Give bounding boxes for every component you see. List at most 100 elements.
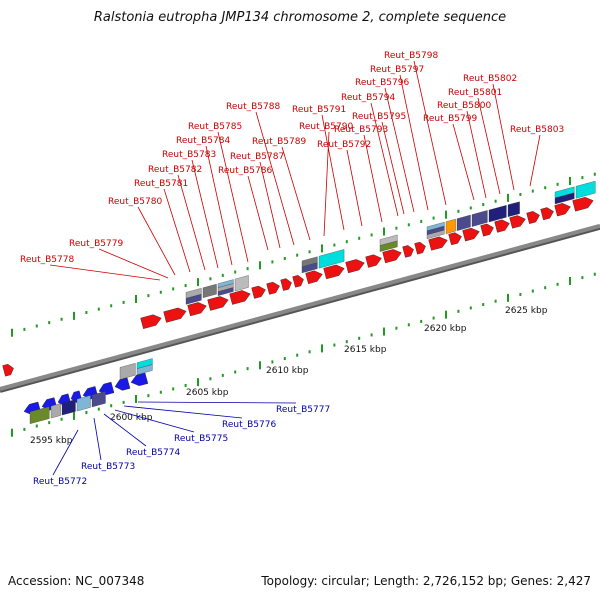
forward-gene-label: Reut_B5793 (334, 125, 388, 135)
cog-box-upper (234, 275, 249, 292)
scale-label: 2605 kbp (186, 388, 229, 398)
forward-gene-label: Reut_B5783 (162, 150, 216, 160)
forward-gene-label: Reut_B5787 (230, 152, 284, 162)
scale-label: 2610 kbp (266, 366, 309, 376)
reverse-label-leader (93, 417, 102, 461)
forward-label-leader (205, 145, 233, 266)
forward-gene-label: Reut_B5796 (355, 78, 409, 88)
forward-gene-arrow (382, 249, 402, 264)
reverse-gene-label: Reut_B5774 (126, 448, 180, 458)
cog-box-upper (217, 287, 234, 296)
forward-gene-arrow (414, 241, 426, 255)
reverse-gene-label: Reut_B5773 (81, 462, 135, 472)
scale-label: 2615 kbp (344, 345, 387, 355)
cog-box-upper (202, 283, 217, 298)
cog-box-lower (91, 391, 106, 408)
forward-gene-arrow (345, 259, 365, 274)
reverse-label-leader (123, 405, 243, 419)
forward-gene-label: Reut_B5785 (188, 122, 242, 132)
cog-box-upper (554, 192, 575, 205)
cog-box-lower (50, 403, 61, 419)
forward-gene-label: Reut_B5791 (292, 105, 346, 115)
forward-gene-label: Reut_B5780 (108, 197, 162, 207)
cog-box-upper (301, 262, 318, 274)
forward-gene-arrow (526, 211, 540, 224)
forward-gene-arrow (480, 223, 494, 237)
forward-label-leader (281, 146, 311, 241)
forward-gene-label: Reut_B5786 (218, 166, 272, 176)
cog-box-lower (119, 363, 136, 380)
reverse-gene-arrow (114, 377, 131, 391)
cog-box-upper (445, 218, 456, 234)
cog-box-lower (76, 395, 91, 412)
forward-gene-arrow (2, 363, 14, 377)
forward-gene-label: Reut_B5795 (352, 112, 406, 122)
forward-gene-label: Reut_B5784 (176, 136, 230, 146)
forward-gene-arrow (187, 302, 207, 317)
forward-label-leader (217, 131, 249, 263)
forward-label-leader (466, 110, 487, 199)
forward-label-leader (49, 264, 161, 281)
forward-label-leader (259, 161, 281, 249)
forward-label-leader (177, 174, 206, 271)
reverse-gene-arrow (130, 372, 149, 387)
forward-gene-label: Reut_B5779 (69, 239, 123, 249)
forward-label-leader (163, 188, 191, 273)
forward-label-leader (346, 149, 363, 227)
cog-box-upper (488, 205, 507, 223)
forward-gene-arrow (251, 285, 266, 299)
page-title: Ralstonia eutropha JMP134 chromosome 2, … (93, 10, 507, 25)
forward-gene-arrow (448, 232, 462, 246)
scale-label: 2595 kbp (30, 436, 73, 446)
forward-gene-label: Reut_B5792 (317, 140, 371, 150)
forward-gene-label: Reut_B5789 (252, 137, 306, 147)
cog-box-lower (61, 399, 76, 416)
forward-gene-label: Reut_B5799 (423, 114, 477, 124)
forward-label-leader (529, 134, 541, 187)
forward-gene-arrow (266, 281, 280, 295)
reverse-label-leader (52, 429, 79, 476)
forward-label-leader (98, 248, 169, 279)
cog-box-upper (507, 201, 520, 217)
forward-label-leader (492, 83, 515, 191)
forward-gene-arrow (280, 278, 292, 291)
cog-box-upper (575, 180, 596, 199)
forward-gene-arrow (428, 236, 448, 251)
forward-label-leader (399, 74, 429, 211)
forward-gene-arrow (323, 264, 345, 280)
forward-gene-label: Reut_B5803 (510, 125, 564, 135)
forward-label-leader (381, 121, 405, 215)
forward-gene-label: Reut_B5798 (384, 51, 438, 61)
forward-label-leader (384, 87, 415, 213)
forward-gene-arrow (140, 314, 162, 329)
reverse-gene-label: Reut_B5772 (33, 477, 87, 487)
reverse-label-leader (103, 413, 147, 447)
forward-gene-arrow (163, 307, 187, 323)
reverse-gene-label: Reut_B5777 (276, 405, 330, 415)
forward-gene-arrow (572, 196, 594, 212)
forward-label-leader (321, 114, 345, 231)
scale-label: 2600 kbp (110, 413, 153, 423)
cog-box-lower (136, 364, 153, 375)
forward-gene-arrow (292, 275, 304, 288)
forward-label-leader (413, 60, 447, 206)
forward-gene-arrow (305, 270, 323, 285)
forward-label-leader (452, 123, 475, 201)
forward-gene-label: Reut_B5781 (134, 179, 188, 189)
forward-gene-label: Reut_B5797 (370, 65, 424, 75)
reverse-label-leader (114, 409, 195, 433)
cog-box-lower (29, 406, 50, 424)
forward-gene-arrow (494, 219, 510, 233)
cog-box-upper (318, 249, 345, 269)
forward-label-leader (191, 159, 219, 269)
forward-gene-arrow (402, 245, 414, 258)
forward-gene-arrow (540, 207, 554, 221)
reverse-label-leader (137, 401, 297, 404)
forward-gene-label: Reut_B5778 (20, 255, 74, 265)
forward-label-leader (363, 134, 383, 223)
cog-box-upper (471, 210, 488, 227)
forward-gene-label: Reut_B5802 (463, 74, 517, 84)
forward-gene-arrow (554, 203, 571, 217)
forward-label-leader (137, 206, 176, 276)
cog-box-upper (426, 229, 445, 240)
